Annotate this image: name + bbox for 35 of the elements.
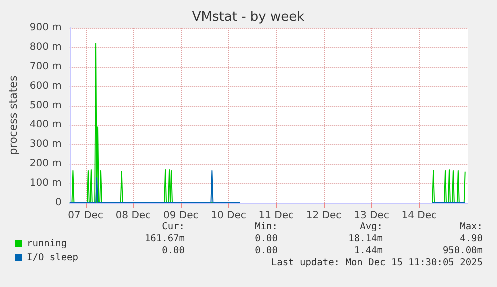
text: 1.44m	[354, 246, 384, 256]
y-tick-label: 900 m	[30, 22, 62, 34]
text: Avg:	[360, 222, 384, 232]
text: Max:	[460, 222, 484, 232]
y-axis-title: process states	[7, 76, 20, 156]
chart-title: VMstat - by week	[192, 10, 306, 25]
text: Last update: Mon Dec 15 11:30:05 2025	[271, 258, 484, 268]
y-tick-label: 0	[56, 198, 62, 208]
text: 0.00	[255, 234, 278, 244]
y-tick-label: 400 m	[30, 120, 62, 131]
y-tick-label: 700 m	[30, 61, 62, 72]
y-tick-label: 300 m	[30, 139, 62, 150]
y-tick-label: 800 m	[30, 42, 62, 53]
x-tick-label: 11 Dec	[258, 210, 294, 222]
x-tick-label: 13 Dec	[354, 210, 390, 222]
legend-label: I/O sleep	[27, 252, 79, 264]
text: 0.00	[162, 246, 186, 256]
text: Min:	[255, 222, 278, 232]
y-tick-label: 500 m	[30, 100, 62, 112]
text: Cur:	[162, 222, 186, 232]
x-tick-label: 07 Dec	[68, 210, 104, 222]
x-tick-label: 10 Dec	[211, 210, 246, 222]
y-tick-label: 600 m	[30, 80, 62, 92]
text: 18.14m	[348, 234, 384, 244]
text: 4.90	[460, 234, 484, 244]
x-tick-label: 14 Dec	[402, 210, 437, 222]
text: 0.00	[255, 246, 278, 256]
text: 950.00m	[442, 246, 484, 256]
y-tick-label: 100 m	[30, 178, 62, 190]
y-tick-label: 200 m	[30, 158, 62, 170]
text: 161.67m	[144, 234, 186, 244]
x-tick-label: 08 Dec	[116, 210, 152, 222]
legend-label: running	[27, 238, 68, 250]
x-tick-label: 12 Dec	[306, 210, 342, 222]
x-tick-label: 09 Dec	[163, 210, 199, 222]
